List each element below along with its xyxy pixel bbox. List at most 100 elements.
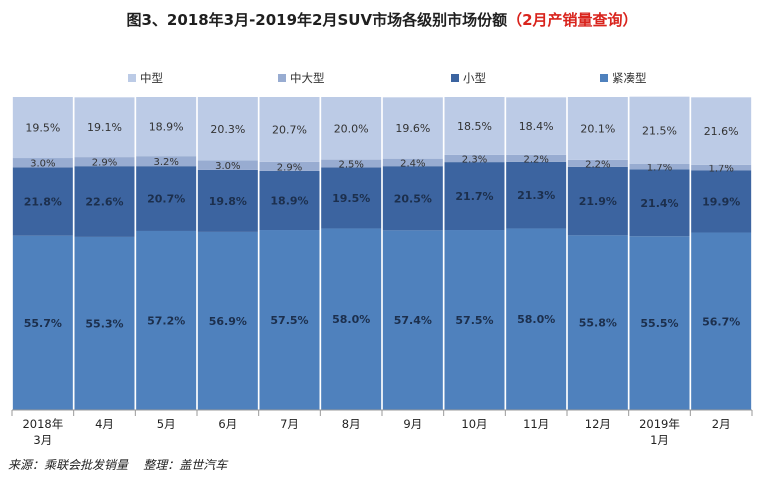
data-label-jincou: 58.0% — [517, 313, 555, 326]
bar-segment-zhongxing — [74, 97, 135, 158]
data-label-zhongxing: 19.5% — [25, 122, 60, 135]
x-tick-label: 6月 — [218, 417, 237, 431]
data-label-jincou: 55.8% — [579, 317, 617, 330]
bar-segment-xiaoxing — [506, 161, 567, 229]
data-label-zhongdaxing: 2.2% — [523, 154, 548, 165]
legend-swatch-jincou — [600, 74, 608, 82]
data-label-zhongxing: 21.5% — [642, 124, 677, 137]
data-label-jincou: 57.4% — [394, 314, 432, 327]
bar-segment-jincou — [382, 230, 443, 410]
x-tick-label: 8月 — [342, 417, 361, 431]
bar-segment-zhongdaxing — [444, 154, 505, 163]
bar-segment-zhongxing — [444, 97, 505, 155]
data-label-zhongdaxing: 2.9% — [92, 158, 117, 169]
bar-segment-jincou — [691, 232, 752, 410]
x-tick-label: 2月 — [712, 417, 731, 431]
legend-label-xiaoxing: 小型 — [463, 71, 486, 85]
bar-segment-zhongxing — [197, 97, 258, 161]
bar-segment-zhongdaxing — [506, 154, 567, 162]
bar-segment-zhongdaxing — [259, 161, 320, 171]
legend-label-jincou: 紧凑型 — [612, 71, 647, 85]
legend-label-zhongxing: 中型 — [140, 71, 163, 85]
bar-segment-jincou — [444, 230, 505, 410]
x-tick-label: 11月 — [523, 417, 549, 431]
bar-segment-jincou — [506, 228, 567, 410]
bar-segment-zhongxing — [629, 96, 690, 164]
chart-title-highlight: （2月产销量查询） — [507, 11, 638, 29]
bar-segment-zhongxing — [12, 97, 73, 159]
x-tick-label: 3月 — [33, 433, 52, 447]
data-label-zhongxing: 20.1% — [580, 122, 615, 135]
data-label-jincou: 55.7% — [24, 317, 62, 330]
x-tick-label: 2018年 — [22, 417, 63, 431]
bar-segment-zhongdaxing — [197, 160, 258, 170]
bar-segment-jincou — [259, 230, 320, 410]
x-tick-label: 2019年 — [639, 417, 680, 431]
bar-segment-jincou — [321, 228, 382, 410]
chart-legend: 中型 中大型 小型 紧凑型 — [0, 70, 764, 86]
bar-segment-jincou — [629, 236, 690, 410]
x-tick-label: 7月 — [280, 417, 299, 431]
bar-segment-zhongdaxing — [321, 159, 382, 168]
legend-item-xiaoxing: 小型 — [451, 70, 486, 86]
data-label-xiaoxing: 19.9% — [702, 195, 740, 208]
data-label-zhongxing: 18.5% — [457, 120, 492, 133]
bar-segment-xiaoxing — [691, 170, 752, 233]
data-label-jincou: 58.0% — [332, 313, 370, 326]
bar-segment-xiaoxing — [136, 166, 197, 231]
data-label-jincou: 55.5% — [640, 317, 678, 330]
data-label-zhongxing: 20.3% — [210, 123, 245, 136]
bar-segment-zhongxing — [259, 97, 320, 162]
data-label-xiaoxing: 21.3% — [517, 189, 555, 202]
source-note: 来源：乘联会批发销量 整理：盖世汽车 — [8, 458, 228, 472]
data-label-zhongxing: 20.7% — [272, 123, 307, 136]
bar-segment-xiaoxing — [321, 167, 382, 229]
bar-segment-zhongdaxing — [136, 156, 197, 167]
data-label-zhongxing: 18.4% — [519, 120, 554, 133]
data-label-xiaoxing: 20.7% — [147, 193, 185, 206]
bar-segment-xiaoxing — [444, 162, 505, 231]
data-label-zhongdaxing: 1.7% — [708, 164, 733, 175]
data-label-xiaoxing: 21.8% — [24, 196, 62, 209]
data-label-zhongdaxing: 2.5% — [338, 160, 363, 171]
data-label-zhongdaxing: 2.3% — [462, 155, 487, 166]
data-label-xiaoxing: 19.5% — [332, 192, 370, 205]
data-label-zhongxing: 20.0% — [334, 122, 369, 135]
legend-item-zhongxing: 中型 — [128, 70, 163, 86]
data-label-jincou: 57.5% — [455, 314, 493, 327]
bar-segment-zhongdaxing — [629, 163, 690, 170]
bar-segment-xiaoxing — [629, 169, 690, 237]
data-label-zhongxing: 18.9% — [149, 121, 184, 134]
bar-segment-zhongdaxing — [382, 158, 443, 167]
x-tick-label: 4月 — [95, 417, 114, 431]
bar-segment-xiaoxing — [382, 166, 443, 231]
bar-segment-xiaoxing — [567, 166, 628, 236]
data-label-xiaoxing: 21.4% — [640, 197, 678, 210]
bar-segment-zhongxing — [321, 97, 382, 160]
legend-item-jincou: 紧凑型 — [600, 70, 647, 86]
data-label-jincou: 57.5% — [270, 314, 308, 327]
x-tick-label: 9月 — [403, 417, 422, 431]
legend-swatch-zhongdaxing — [278, 74, 286, 82]
bar-segment-jincou — [567, 235, 628, 410]
data-label-xiaoxing: 18.9% — [270, 194, 308, 207]
data-label-zhongdaxing: 3.0% — [215, 161, 240, 172]
x-tick-label: 10月 — [461, 417, 487, 431]
data-label-jincou: 56.7% — [702, 315, 740, 328]
data-label-zhongdaxing: 1.7% — [647, 163, 672, 174]
data-label-zhongdaxing: 2.9% — [277, 162, 302, 173]
bar-segment-zhongxing — [567, 97, 628, 160]
bar-segment-zhongxing — [506, 97, 567, 155]
legend-swatch-xiaoxing — [451, 74, 459, 82]
bar-segment-zhongxing — [691, 97, 752, 165]
data-label-xiaoxing: 22.6% — [85, 196, 123, 209]
x-tick-label: 12月 — [585, 417, 611, 431]
legend-item-zhongdaxing: 中大型 — [278, 70, 325, 86]
x-tick-label: 5月 — [157, 417, 176, 431]
bar-segment-zhongxing — [382, 97, 443, 159]
bar-segment-xiaoxing — [12, 167, 73, 236]
chart-title: 图3、2018年3月-2019年2月SUV市场各级别市场份额（2月产销量查询） — [0, 9, 764, 30]
legend-label-zhongdaxing: 中大型 — [290, 71, 325, 85]
data-label-jincou: 56.9% — [209, 315, 247, 328]
